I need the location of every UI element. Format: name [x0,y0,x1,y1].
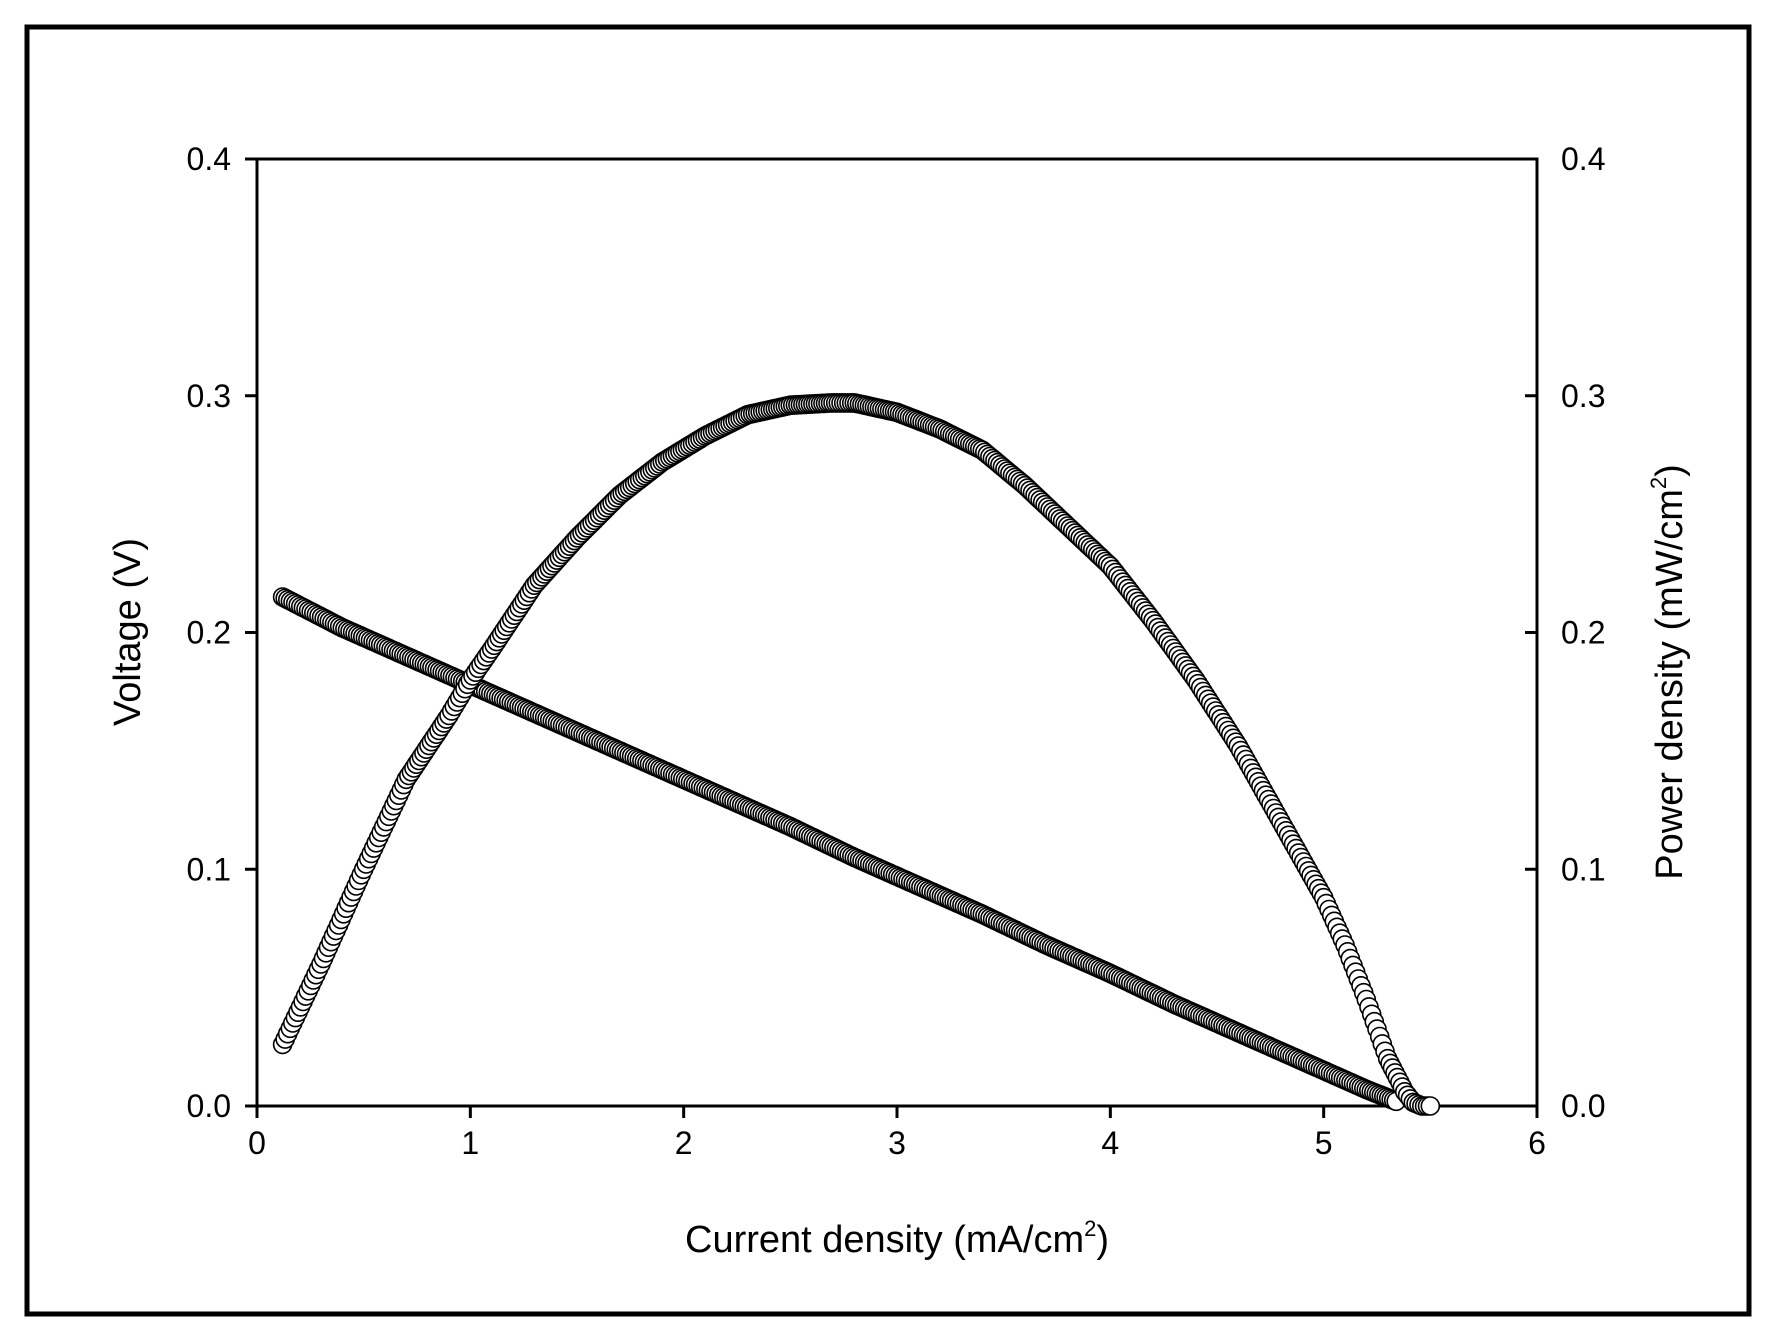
y-tick-label: 0.4 [187,141,231,177]
x-tick-label: 4 [1101,1125,1119,1161]
y-tick-label: 0.2 [187,615,231,651]
x-tick-label: 1 [461,1125,479,1161]
series-1 [272,587,1406,1112]
data-points [272,393,1441,1116]
data-point [1420,1096,1441,1116]
tick-labels: 0 1 2 3 4 5 6 0.0 0.1 0.2 0.3 0.4 0.0 0.1 0.2 0.3 0.4 [187,141,1606,1161]
y2-tick-label: 0.3 [1561,378,1605,414]
x-tick-label: 2 [675,1125,693,1161]
y2-tick-label: 0.1 [1561,851,1605,887]
y-tick-label: 0.3 [187,378,231,414]
y-tick-label: 0.0 [187,1088,231,1124]
x-tick-label: 5 [1315,1125,1333,1161]
x-tick-label: 3 [888,1125,906,1161]
y-axis-title: Voltage (V) [107,538,149,726]
x-tick-label: 6 [1528,1125,1546,1161]
x-tick-label: 0 [248,1125,266,1161]
outer-frame [24,24,1752,1317]
x-axis-title: Current density (mA/cm2) [685,1216,1109,1261]
ticks [245,157,1539,1118]
series-2 [272,393,1441,1116]
y-tick-label: 0.1 [187,851,231,887]
y2-tick-label: 0.2 [1561,615,1605,651]
y2-tick-label: 0.4 [1561,141,1605,177]
y2-axis-title: Power density (mW/cm2) [1646,464,1691,880]
y2-tick-label: 0.0 [1561,1088,1605,1124]
